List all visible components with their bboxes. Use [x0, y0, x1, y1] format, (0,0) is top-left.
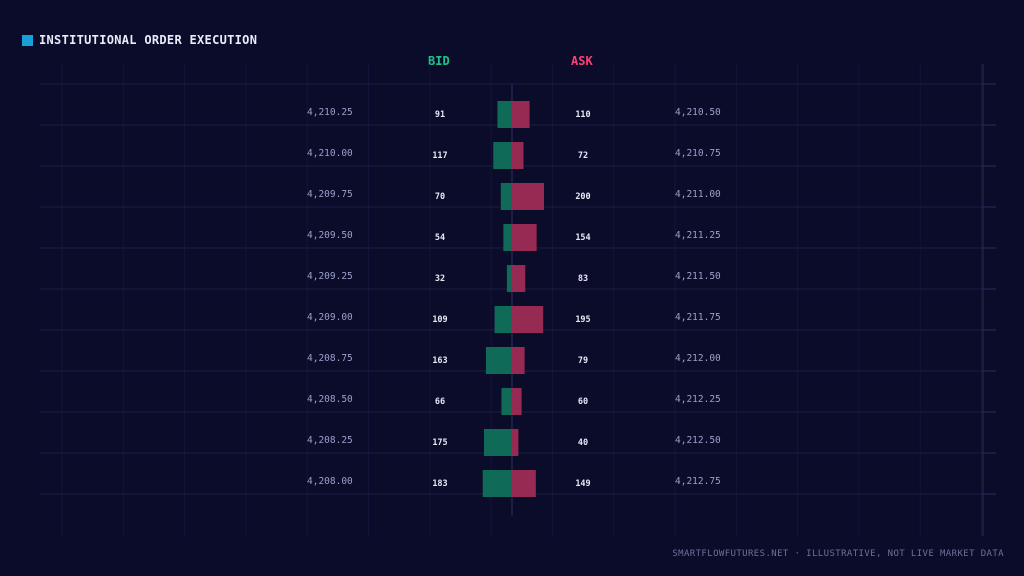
ask-price-label: 4,211.75: [675, 312, 721, 323]
order-book-row: 4,210.25 91 110 4,210.50: [307, 101, 721, 128]
ask-price-label: 4,210.75: [675, 148, 721, 159]
chart-title: INSTITUTIONAL ORDER EXECUTION: [22, 33, 257, 47]
bid-size-label: 32: [435, 274, 445, 284]
ask-size-bar: [512, 347, 525, 374]
ask-price-label: 4,211.00: [675, 189, 721, 200]
order-book-row: 4,210.00 117 72 4,210.75: [307, 142, 721, 169]
ask-size-label: 72: [578, 151, 588, 161]
bid-size-label: 70: [435, 192, 445, 202]
bid-price-label: 4,209.75: [307, 189, 353, 200]
ask-size-label: 149: [575, 479, 590, 489]
ask-price-label: 4,210.50: [675, 107, 721, 118]
order-book-row: 4,208.50 66 60 4,212.25: [307, 388, 721, 415]
ask-size-label: 195: [575, 315, 590, 325]
ask-size-bar: [512, 265, 526, 292]
ask-size-label: 154: [575, 233, 590, 243]
order-book-row: 4,208.75 163 79 4,212.00: [307, 347, 721, 374]
bid-price-label: 4,209.50: [307, 230, 353, 241]
footer-credit: SMARTFLOWFUTURES.NET · ILLUSTRATIVE, NOT…: [672, 549, 1004, 559]
bid-size-bar: [493, 142, 512, 169]
ask-size-label: 200: [575, 192, 590, 202]
bid-size-bar: [500, 183, 512, 210]
ask-size-label: 40: [578, 438, 588, 448]
bid-size-label: 183: [432, 479, 447, 489]
bid-price-label: 4,208.75: [307, 353, 353, 364]
ask-price-label: 4,212.75: [675, 476, 721, 487]
bid-size-bar: [485, 347, 512, 374]
bid-price-label: 4,209.25: [307, 271, 353, 282]
ask-size-bar: [512, 470, 536, 497]
ask-price-label: 4,212.25: [675, 394, 721, 405]
order-book-row: 4,208.00 183 149 4,212.75: [307, 470, 721, 497]
bid-price-label: 4,208.25: [307, 435, 353, 446]
bid-size-bar: [494, 306, 512, 333]
ask-size-bar: [512, 224, 537, 251]
bid-size-label: 91: [435, 110, 445, 120]
ask-size-label: 79: [578, 356, 588, 366]
bid-size-label: 163: [432, 356, 447, 366]
ask-size-label: 60: [578, 397, 588, 407]
order-book-row: 4,209.25 32 83 4,211.50: [307, 265, 721, 292]
bid-price-label: 4,210.25: [307, 107, 353, 118]
ask-size-label: 83: [578, 274, 588, 284]
bid-price-label: 4,208.00: [307, 476, 353, 487]
ask-size-bar: [512, 306, 544, 333]
order-book-row: 4,209.00 109 195 4,211.75: [307, 306, 721, 333]
ask-size-bar: [512, 388, 522, 415]
title-swatch-icon: [22, 34, 33, 46]
bid-price-label: 4,210.00: [307, 148, 353, 159]
bid-size-label: 54: [435, 233, 445, 243]
order-book-rows: 4,210.25 91 110 4,210.504,210.00 117 72 4,210.…: [307, 101, 721, 497]
ask-price-label: 4,212.00: [675, 353, 721, 364]
ask-price-label: 4,211.50: [675, 271, 721, 282]
ask-size-bar: [512, 429, 519, 456]
bid-size-bar: [506, 265, 512, 292]
ask-size-label: 110: [575, 110, 590, 120]
bid-size-bar: [484, 429, 512, 456]
bid-price-label: 4,208.50: [307, 394, 353, 405]
ask-size-bar: [512, 142, 524, 169]
bid-column-header: BID: [428, 54, 450, 68]
ask-size-bar: [512, 183, 544, 210]
bid-price-label: 4,209.00: [307, 312, 353, 323]
bid-size-label: 117: [432, 151, 447, 161]
order-book-row: 4,209.75 70 200 4,211.00: [307, 183, 721, 210]
chart-title-text: INSTITUTIONAL ORDER EXECUTION: [39, 33, 258, 47]
ask-price-label: 4,211.25: [675, 230, 721, 241]
bid-size-label: 66: [435, 397, 445, 407]
ask-price-label: 4,212.50: [675, 435, 721, 446]
order-book-row: 4,208.25 175 40 4,212.50: [307, 429, 721, 456]
bid-size-bar: [501, 388, 512, 415]
ask-size-bar: [512, 101, 530, 128]
ask-column-header: ASK: [571, 54, 593, 68]
bid-size-label: 109: [432, 315, 447, 325]
bid-size-label: 175: [432, 438, 447, 448]
grid-lines: [40, 64, 996, 536]
order-book-row: 4,209.50 54 154 4,211.25: [307, 224, 721, 251]
bid-size-bar: [503, 224, 512, 251]
bid-size-bar: [482, 470, 512, 497]
bid-size-bar: [497, 101, 512, 128]
